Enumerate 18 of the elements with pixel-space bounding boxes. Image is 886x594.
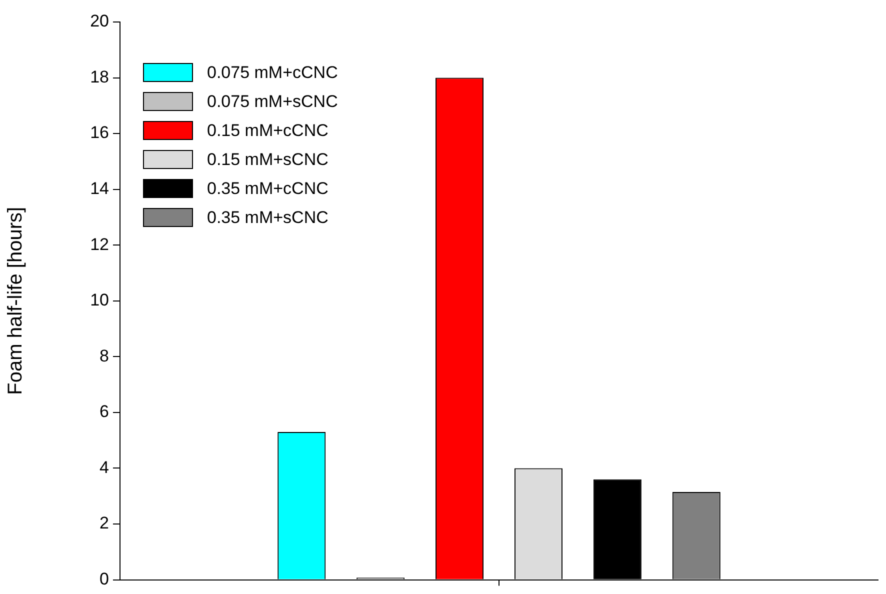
y-tick-label: 2	[100, 514, 109, 533]
y-tick-label: 12	[90, 234, 109, 254]
y-tick-label: 8	[100, 346, 109, 366]
y-tick-label: 14	[90, 179, 109, 198]
legend-label: 0.15 mM+sCNC	[207, 150, 328, 170]
legend-label: 0.075 mM+cCNC	[207, 62, 338, 82]
legend-label: 0.15 mM+cCNC	[207, 120, 328, 140]
legend-label: 0.075 mM+sCNC	[207, 92, 338, 112]
y-tick-label: 10	[90, 290, 109, 310]
y-tick-label: 20	[90, 12, 109, 31]
legend-label: 0.35 mM+cCNC	[207, 178, 328, 198]
y-axis-title: Foam half-life [hours]	[4, 206, 27, 395]
y-tick-label: 0	[100, 569, 109, 588]
y-tick-label: 16	[90, 123, 109, 142]
y-tick-label: 6	[100, 402, 109, 422]
y-tick-label: 4	[100, 458, 109, 477]
y-tick-label: 18	[90, 67, 109, 86]
legend-label: 0.35 mM+sCNC	[207, 208, 328, 228]
